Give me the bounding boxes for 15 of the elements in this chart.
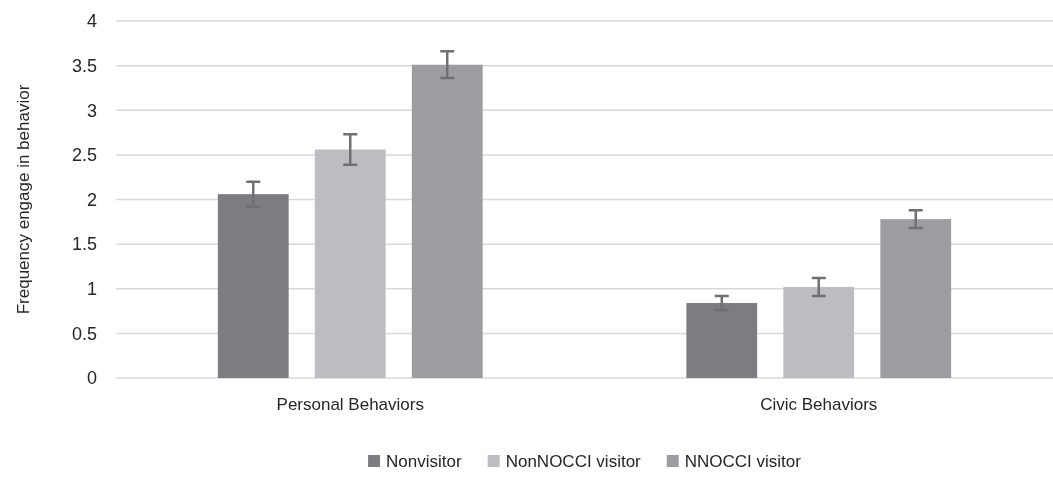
legend-label: NonNOCCI visitor (505, 451, 642, 471)
legend-label: Nonvisitor (386, 451, 462, 471)
y-tick-label: 3.5 (71, 55, 97, 76)
y-tick-label: 1 (86, 279, 97, 300)
y-tick-label: 2.5 (71, 145, 97, 166)
y-tick-label: 1.5 (71, 234, 97, 255)
x-tick-label: Personal Behaviors (276, 395, 424, 414)
legend-label: NNOCCI visitor (684, 451, 802, 471)
y-tick-label: 3 (86, 100, 97, 121)
y-tick-label: 0 (86, 368, 97, 389)
y-tick-label: 2 (86, 189, 97, 210)
y-tick-label: 4 (86, 11, 97, 32)
y-tick-label: 0.5 (71, 323, 97, 344)
x-tick-label: Civic Behaviors (760, 395, 878, 414)
y-axis-title: Frequency engage in behavior (13, 84, 33, 315)
